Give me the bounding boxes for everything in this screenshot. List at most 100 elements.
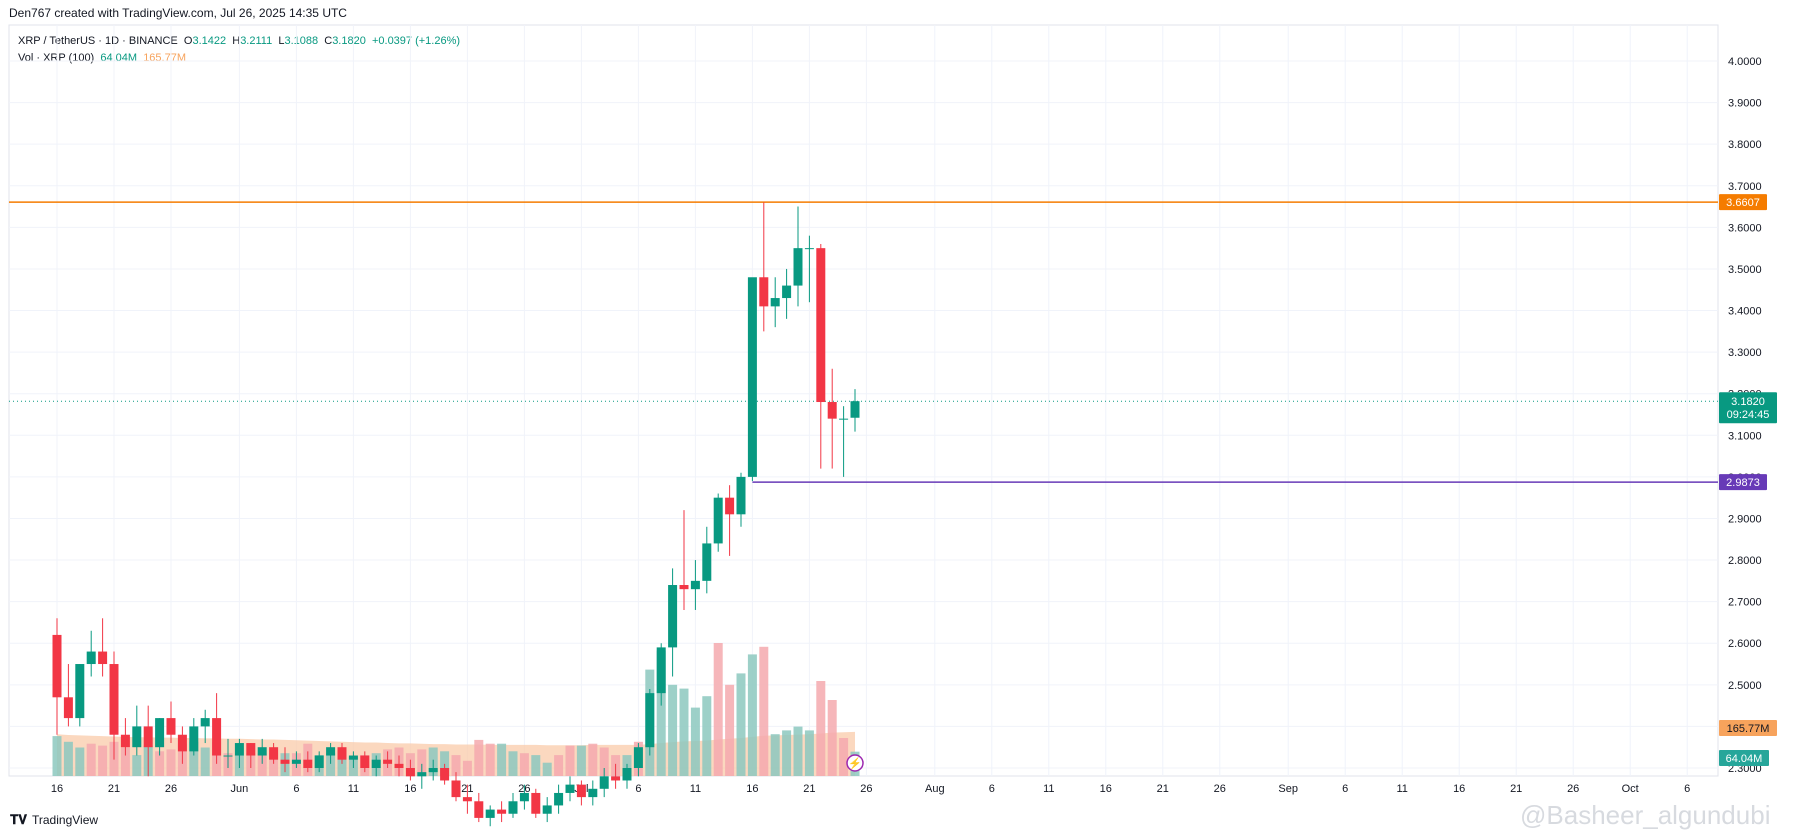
volume-bar [337, 755, 347, 776]
candle-body [189, 726, 199, 752]
x-tick-label: 21 [1157, 783, 1169, 795]
x-tick-label: 11 [348, 783, 359, 795]
legend-low-value: 3.1088 [284, 35, 319, 47]
x-tick-label: 11 [1043, 783, 1054, 795]
candle-body [337, 747, 347, 760]
countdown-label: 09:24:45 [1727, 409, 1770, 421]
x-tick-label: 16 [746, 783, 758, 795]
volume-bar [656, 650, 666, 776]
last-price-tag [1719, 392, 1777, 424]
candle-body [451, 780, 461, 798]
event-marker-icon[interactable] [846, 754, 864, 772]
volume-bar [690, 707, 700, 776]
volume-bar [326, 753, 336, 776]
plot-frame [8, 24, 1719, 777]
tradingview-logo[interactable]: 𝐓𝐕 TradingView [10, 812, 98, 828]
candle-body [599, 776, 609, 789]
x-tick-label: 6 [1342, 783, 1348, 795]
candle-body [280, 759, 290, 764]
x-tick-label: Jun [231, 783, 249, 795]
x-tick-label: Sep [1278, 783, 1298, 795]
volume-bar [839, 738, 849, 776]
volume-bar [451, 755, 461, 776]
candle-body [166, 718, 176, 735]
x-tick-label: 26 [1567, 783, 1579, 795]
candle-body [417, 772, 427, 777]
candle-body [383, 759, 393, 764]
volume-bar [120, 747, 130, 776]
candle-body [690, 580, 700, 590]
candle-body [75, 664, 85, 719]
y-tick-label: 3.8000 [1728, 139, 1762, 151]
candle-body [782, 285, 792, 299]
candle-body [485, 809, 495, 818]
volume-label: 64.04M [1726, 753, 1763, 765]
candle-body [63, 697, 73, 719]
legend-close-value: 3.1820 [332, 35, 366, 47]
y-tick-label: 3.3000 [1728, 347, 1762, 359]
volume-bar [804, 730, 814, 776]
candle-body [109, 664, 119, 735]
tradingview-logo-text: TradingView [32, 813, 99, 827]
y-tick-label: 3.4000 [1728, 306, 1762, 318]
candle-body [303, 759, 313, 768]
last-price-label: 3.1820 [1731, 396, 1765, 408]
volume-bars [52, 643, 860, 776]
candle-body [246, 743, 256, 756]
candle-body [474, 801, 484, 818]
volume-bar [417, 749, 427, 776]
volume-bar [725, 684, 735, 776]
candle-body [770, 298, 780, 307]
candle-body [428, 768, 438, 773]
volume-bar [257, 753, 267, 776]
volume-bar [86, 743, 96, 776]
legend-price-row[interactable]: XRP / TetherUS · 1D · BINANCE O3.1422 H3… [18, 33, 460, 50]
volume-bar [793, 726, 803, 776]
volume-bar [747, 654, 757, 776]
watermark-text: @Basheer_algundubi [1520, 800, 1771, 830]
y-tick-label: 3.1000 [1728, 430, 1762, 442]
volume-bar [485, 743, 495, 776]
volume-bar [679, 688, 689, 776]
volume-bar [599, 747, 609, 776]
candle-body [576, 784, 586, 798]
legend-change: +0.0397 (+1.26%) [371, 35, 461, 47]
chart-caption: Den767 created with TradingView.com, Jul… [9, 6, 347, 20]
legend-symbol: XRP / TetherUS · 1D · BINANCE [18, 35, 178, 47]
volume-bar [189, 741, 199, 776]
candle-body [86, 651, 96, 665]
y-tick-label: 3.5000 [1728, 264, 1762, 276]
volume-bar [713, 643, 723, 776]
candle-body [804, 248, 814, 250]
y-tick-label: 2.8000 [1728, 555, 1762, 567]
candle-body [52, 634, 62, 698]
candle-body [702, 543, 712, 581]
candle-body [633, 747, 643, 768]
candle-body [816, 248, 826, 403]
volume-bar [531, 755, 541, 776]
legend-high-value: 3.2111 [240, 35, 273, 47]
x-tick-label: Aug [925, 783, 945, 795]
y-tick-label: 2.7000 [1728, 597, 1762, 609]
candle-body [713, 497, 723, 544]
x-tick-label: 26 [165, 783, 177, 795]
volume-bar [440, 751, 450, 776]
y-tick-label: 2.6000 [1728, 638, 1762, 650]
candle-body [611, 776, 621, 781]
candle-body [656, 647, 666, 694]
candle-body [314, 755, 324, 768]
candle-body [155, 718, 165, 748]
candle-body [565, 784, 575, 793]
x-tick-label: 21 [803, 783, 815, 795]
volume-bar [759, 646, 769, 776]
volume-bar [63, 741, 73, 776]
lightning-icon: ⚡ [848, 757, 862, 770]
candle-body [291, 759, 301, 764]
legend-high-label: H [232, 35, 241, 47]
candle-body [531, 792, 541, 814]
candle-body [747, 277, 757, 477]
candle-body [440, 768, 450, 781]
candle-body [508, 801, 518, 814]
legend-close-label: C [324, 35, 333, 47]
